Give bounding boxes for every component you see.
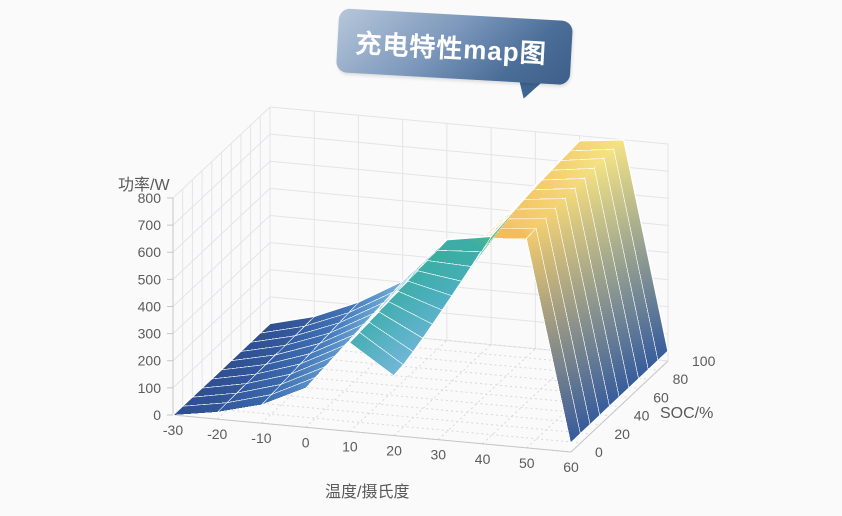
svg-text:-20: -20 (207, 426, 227, 442)
svg-text:20: 20 (614, 426, 630, 442)
svg-text:700: 700 (138, 217, 162, 233)
svg-text:600: 600 (138, 244, 162, 260)
svg-text:100: 100 (692, 353, 716, 369)
svg-text:-10: -10 (251, 430, 271, 446)
svg-text:0: 0 (153, 407, 161, 423)
svg-text:-30: -30 (163, 422, 183, 438)
svg-text:40: 40 (475, 451, 491, 467)
svg-text:0: 0 (302, 434, 310, 450)
svg-text:300: 300 (138, 326, 162, 342)
svg-text:80: 80 (673, 371, 689, 387)
svg-text:10: 10 (342, 438, 358, 454)
svg-text:500: 500 (138, 271, 162, 287)
svg-text:0: 0 (595, 444, 603, 460)
svg-text:200: 200 (138, 353, 162, 369)
svg-text:20: 20 (386, 443, 402, 459)
svg-text:400: 400 (138, 299, 162, 315)
svg-text:100: 100 (138, 380, 162, 396)
svg-text:60: 60 (653, 389, 669, 405)
svg-text:50: 50 (519, 455, 535, 471)
svg-text:30: 30 (431, 447, 447, 463)
svg-text:40: 40 (634, 408, 650, 424)
svg-text:60: 60 (563, 459, 579, 475)
